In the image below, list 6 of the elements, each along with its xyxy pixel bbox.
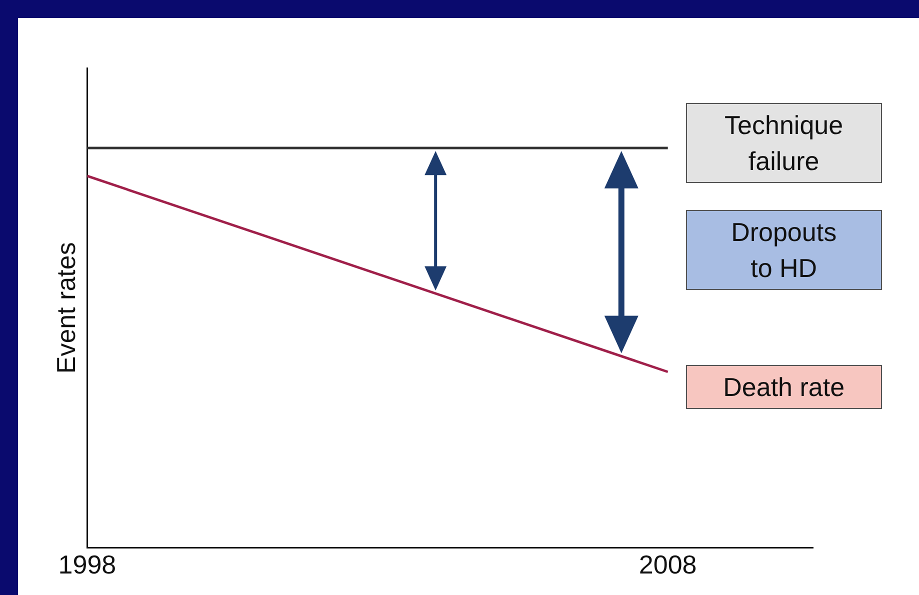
- x-tick-label: 1998: [58, 550, 116, 580]
- callout-box: Technique failure: [686, 102, 882, 183]
- y-axis-title: Event rates: [50, 242, 81, 374]
- x-tick-label: 2008: [638, 550, 697, 580]
- callout-box: Death rate: [686, 364, 882, 409]
- callout-box: Dropouts to HD: [686, 210, 882, 290]
